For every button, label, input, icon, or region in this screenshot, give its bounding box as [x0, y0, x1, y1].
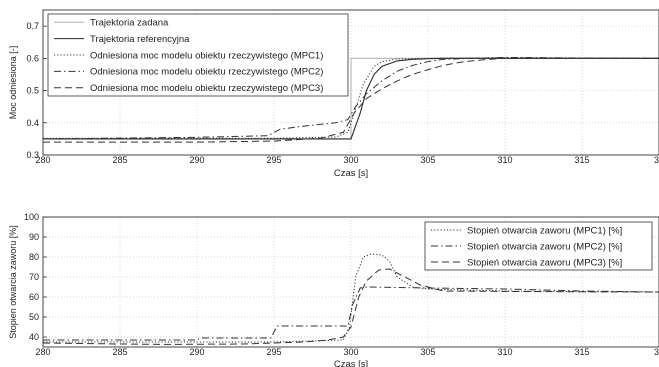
- series-line-2: [43, 286, 659, 341]
- axes-frame: [42, 9, 659, 156]
- x-tick-label: 295: [266, 155, 281, 165]
- x-tick-label: 305: [420, 155, 435, 165]
- x-tick-label: 32: [654, 347, 659, 357]
- x-tick-label: 315: [574, 347, 589, 357]
- x-tick-label: 300: [343, 347, 358, 357]
- legend-label: Odniesiona moc modelu obiektu rzeczywist…: [90, 50, 323, 61]
- legend-label: Stopień otwarcia zaworu (MPC1) [%]: [467, 225, 622, 236]
- y-tick-label: 50: [29, 312, 39, 322]
- legend-box: [47, 13, 349, 97]
- legend: Stopień otwarcia zaworu (MPC1) [%] Stopie…: [424, 221, 653, 271]
- series-line-4: [43, 56, 659, 140]
- x-tick-label: 32: [654, 155, 659, 165]
- legend-label: Stopień otwarcia zaworu (MPC2) [%]: [467, 241, 622, 252]
- series-line-5: [43, 57, 659, 143]
- y-axis-label: Stopien otwarcia zaworu [%]: [8, 225, 18, 339]
- x-tick-label: 295: [266, 347, 281, 357]
- x-axis-label: Czas [s]: [334, 359, 368, 367]
- series-line-3: [43, 268, 659, 345]
- legend-label: Odniesiona moc modelu obiektu rzeczywist…: [90, 67, 323, 78]
- series-line-1: [43, 253, 659, 343]
- y-tick-label: 100: [24, 212, 39, 222]
- x-tick-label: 300: [343, 155, 358, 165]
- x-tick-label: 290: [189, 347, 204, 357]
- y-tick-label: 0.6: [26, 53, 39, 63]
- y-tick-label: 90: [29, 232, 39, 242]
- y-axis-label: Moc odniesiona [-]: [8, 46, 18, 120]
- y-tick-label: 80: [29, 252, 39, 262]
- legend-label: Trajektoria referencyjna: [90, 34, 190, 45]
- y-tick-label: 40: [29, 332, 39, 342]
- x-tick-label: 310: [497, 347, 512, 357]
- x-tick-label: 315: [574, 155, 589, 165]
- x-tick-label: 280: [35, 155, 50, 165]
- y-tick-label: 0.5: [26, 86, 39, 96]
- legend: Trajektoria zadana Trajektoria referencyj…: [47, 13, 349, 97]
- legend-label: Trajektoria zadana: [90, 18, 169, 29]
- axes-frame: [42, 216, 659, 348]
- y-tick-label: 60: [29, 292, 39, 302]
- x-tick-label: 305: [420, 347, 435, 357]
- y-tick-label: 0.4: [26, 118, 39, 128]
- y-tick-label: 0.7: [26, 21, 39, 31]
- x-tick-label: 310: [497, 155, 512, 165]
- legend-box: [424, 221, 653, 271]
- chart-1: 280 285 290 295 300 305 310 315 32 0.3 0.4 0.5 0.6 0.…: [8, 9, 659, 179]
- y-tick-label: 0.3: [26, 150, 39, 160]
- chart-2: 280 285 290 295 300 305 310 315 32 40 50 60 70 80 90 10…: [8, 212, 659, 367]
- legend-label: Stopień otwarcia zaworu (MPC3) [%]: [467, 257, 622, 268]
- x-axis-label: Czas [s]: [334, 168, 368, 179]
- x-tick-label: 285: [112, 347, 127, 357]
- series-line-3: [43, 57, 659, 139]
- x-tick-label: 285: [112, 155, 127, 165]
- legend-label: Odniesiona moc modelu obiektu rzeczywist…: [90, 83, 323, 94]
- x-tick-label: 290: [189, 155, 204, 165]
- x-tick-label: 280: [35, 347, 50, 357]
- y-tick-label: 70: [29, 272, 39, 282]
